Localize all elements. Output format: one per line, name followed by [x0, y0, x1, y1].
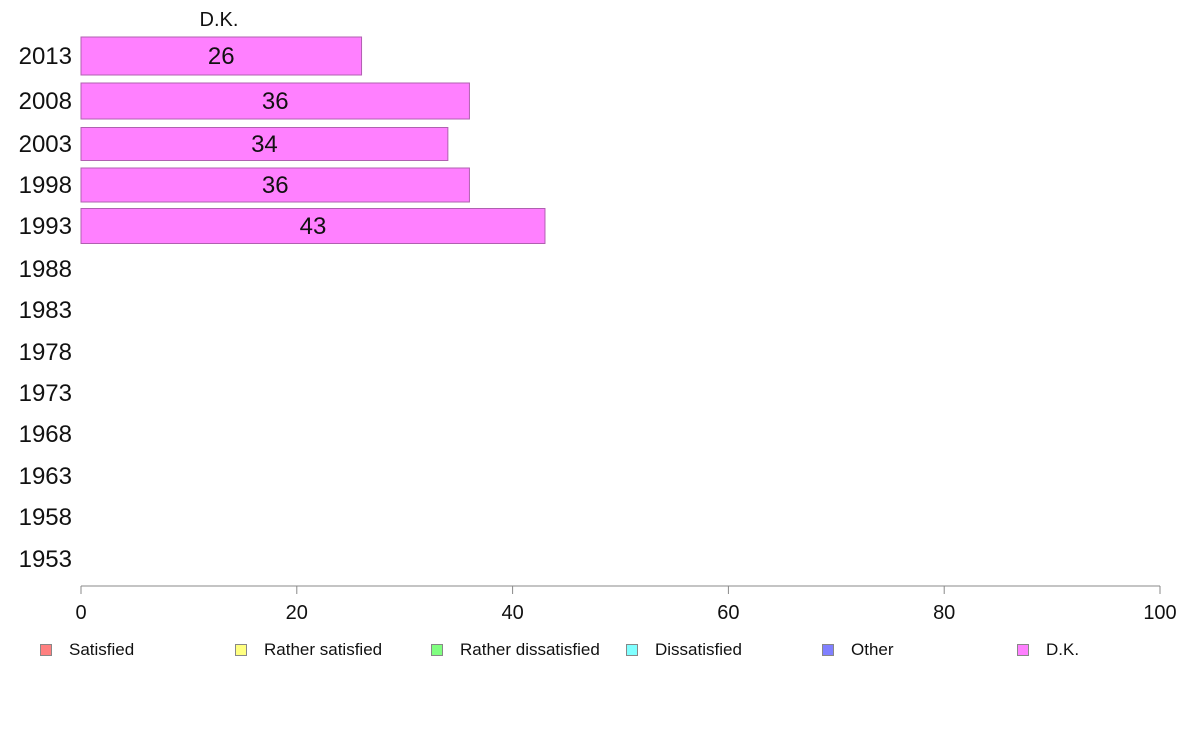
legend-item: Other [822, 638, 894, 662]
legend-label: Other [851, 640, 894, 659]
y-tick-label: 1963 [19, 463, 72, 490]
y-tick-label: 1958 [19, 504, 72, 531]
x-tick-label: 20 [286, 602, 308, 624]
legend-label: Rather dissatisfied [460, 640, 600, 659]
bars: 26 36 34 36 43 [80, 36, 546, 244]
legend-item: Rather satisfied [235, 638, 382, 662]
legend-item: Satisfied [40, 638, 134, 662]
legend-swatch [40, 644, 52, 656]
y-tick-label: 1978 [19, 339, 72, 366]
bar-value-label: 36 [262, 172, 289, 199]
legend-label: Dissatisfied [655, 640, 742, 659]
legend-label: Satisfied [69, 640, 135, 659]
y-tick-label: 2008 [19, 88, 72, 115]
y-tick-label: 2003 [19, 131, 72, 158]
legend-swatch [1017, 644, 1029, 656]
y-tick-label: 1973 [19, 380, 72, 407]
legend: Satisfied Rather satisfied Rather dissatis… [0, 638, 1188, 662]
legend-item: Dissatisfied [626, 638, 742, 662]
x-tick-label: 100 [1143, 602, 1176, 624]
legend-swatch [822, 644, 834, 656]
bar-value-label: 34 [251, 131, 278, 158]
x-tick-label: 60 [717, 602, 739, 624]
x-axis: 0 20 40 60 80 100 [75, 585, 1177, 624]
x-tick-label: 80 [933, 602, 955, 624]
y-tick-label: 2013 [19, 43, 72, 70]
bar [80, 127, 449, 161]
bar-value-label: 36 [262, 88, 289, 115]
bar-chart: D.K. 2013 2008 2003 1998 1993 1988 1983 1978 197… [19, 9, 1177, 624]
legend-item: D.K. [1017, 638, 1079, 662]
y-tick-label: 1953 [19, 546, 72, 573]
series-header: D.K. [200, 9, 239, 31]
bar-value-label: 26 [208, 43, 235, 70]
bar [80, 82, 470, 120]
y-axis-labels: 2013 2008 2003 1998 1993 1988 1983 1978 1973 1968… [19, 43, 72, 573]
legend-item: Rather dissatisfied [431, 638, 600, 662]
x-tick-label: 0 [75, 602, 86, 624]
legend-swatch [626, 644, 638, 656]
y-tick-label: 1983 [19, 297, 72, 324]
y-tick-label: 1993 [19, 213, 72, 240]
bar-value-label: 43 [300, 213, 327, 240]
bar [80, 167, 470, 203]
x-tick-label: 40 [501, 602, 523, 624]
bar [80, 208, 546, 244]
legend-swatch [235, 644, 247, 656]
y-tick-label: 1968 [19, 421, 72, 448]
y-tick-label: 1988 [19, 256, 72, 283]
legend-label: Rather satisfied [264, 640, 383, 659]
legend-label: D.K. [1046, 640, 1080, 659]
bar [80, 36, 363, 76]
legend-swatch [431, 644, 443, 656]
y-tick-label: 1998 [19, 172, 72, 199]
